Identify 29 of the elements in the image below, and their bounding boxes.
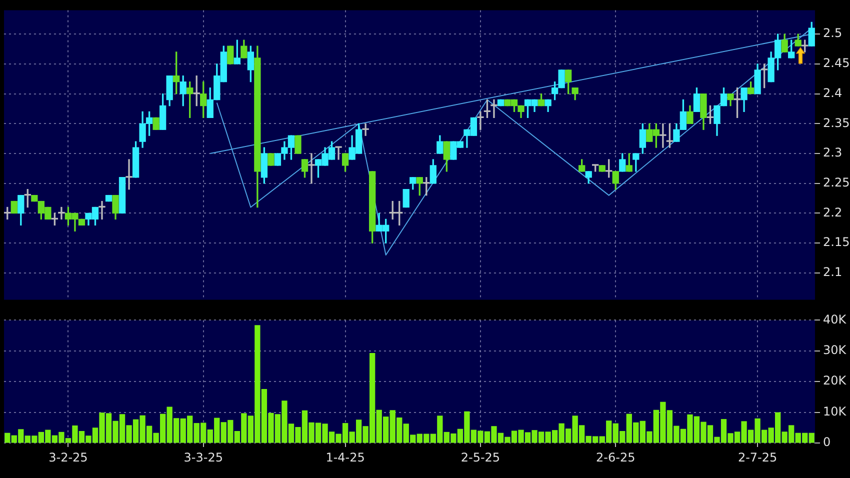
y-tick-label: 2.5: [823, 26, 842, 40]
y-tick-label: 2.4: [823, 86, 842, 100]
candlestick: [490, 99, 498, 118]
candlestick: [98, 200, 106, 220]
candlestick: [477, 111, 484, 130]
y-tick-label: 2.3: [823, 146, 842, 160]
y-tick-label: 2.1: [823, 265, 842, 280]
candlestick: [335, 146, 342, 160]
candlestick: [58, 206, 65, 220]
y-tick-label: 2.35: [823, 116, 850, 130]
y-tick-label: 2.2: [823, 205, 842, 220]
y-tick-label: 0: [823, 435, 831, 450]
y-tick-label: 2.15: [823, 235, 850, 250]
x-tick-label: 1-4-25: [326, 450, 365, 464]
x-tick-label: 2-6-25: [596, 450, 636, 464]
y-tick-label: 10K: [823, 404, 848, 418]
candlestick: [308, 153, 315, 184]
x-tick-label: 3-2-25: [48, 450, 88, 464]
y-tick-label: 2.45: [823, 56, 850, 70]
candlestick: [126, 159, 132, 190]
candlestick: [362, 123, 369, 136]
y-tick-label: 2.25: [823, 175, 850, 190]
y-tick-label: 20K: [823, 374, 848, 388]
candlestick: [660, 123, 666, 148]
x-tick-label: 2-7-25: [738, 450, 778, 464]
y-tick-label: 30K: [823, 343, 848, 358]
y-tick-label: 40K: [823, 312, 848, 326]
x-tick-label: 2-5-25: [460, 450, 500, 464]
x-tick-label: 3-3-25: [184, 450, 223, 464]
